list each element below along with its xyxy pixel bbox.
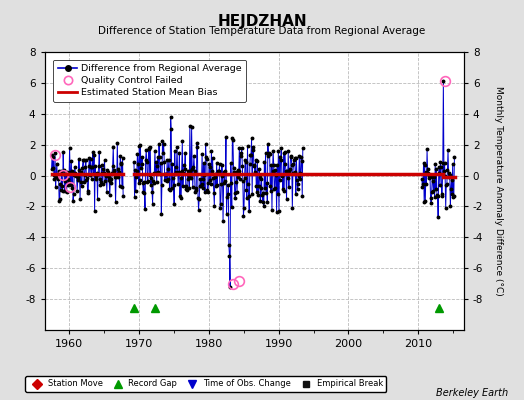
Text: Berkeley Earth: Berkeley Earth bbox=[436, 388, 508, 398]
Text: HEJDZHAN: HEJDZHAN bbox=[217, 14, 307, 29]
Text: Difference of Station Temperature Data from Regional Average: Difference of Station Temperature Data f… bbox=[99, 26, 425, 36]
Legend: Station Move, Record Gap, Time of Obs. Change, Empirical Break: Station Move, Record Gap, Time of Obs. C… bbox=[25, 376, 387, 392]
Legend: Difference from Regional Average, Quality Control Failed, Estimated Station Mean: Difference from Regional Average, Qualit… bbox=[53, 60, 246, 102]
Y-axis label: Monthly Temperature Anomaly Difference (°C): Monthly Temperature Anomaly Difference (… bbox=[494, 86, 503, 296]
